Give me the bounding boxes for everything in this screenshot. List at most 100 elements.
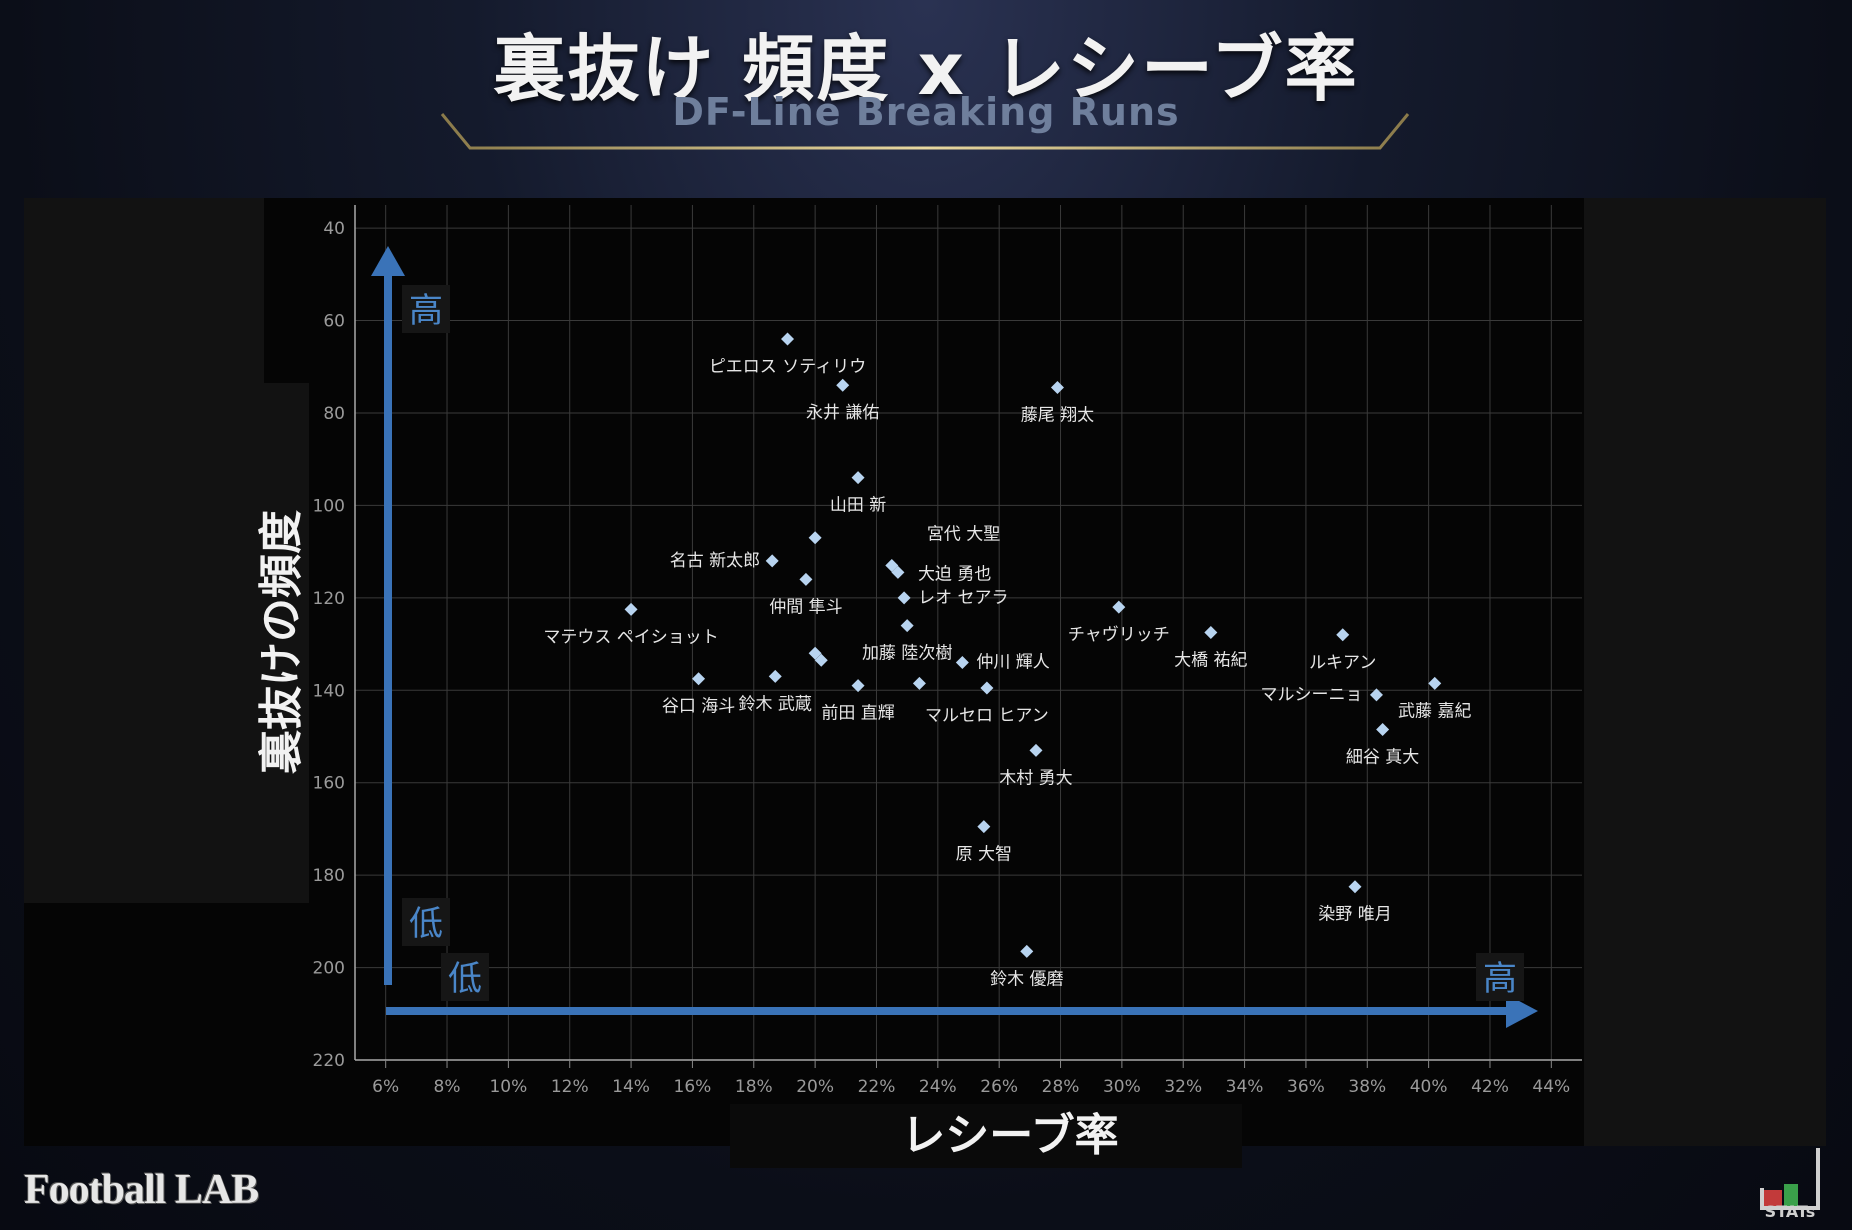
point-label: ピエロス ソティリウ (709, 357, 866, 377)
point-label: 細谷 真大 (1346, 748, 1419, 768)
axis-ticks: 6% 8% 10% 12% 14% 16% 18% 20% 22% 24% 26% 28% 30% 32%… (313, 219, 1571, 1097)
x-low-box (441, 953, 489, 1001)
point-label: マテウス ペイショット (543, 627, 718, 647)
data-point (808, 646, 822, 660)
data-point (814, 653, 828, 667)
axis-labels: レシーブ率 裏抜けの頻度 (256, 510, 1242, 1168)
x-tick-label: 20% (796, 1077, 834, 1097)
data-point (1112, 600, 1126, 614)
data-point (851, 679, 865, 693)
point-label: 前田 直輝 (821, 704, 894, 724)
point-label: 大迫 勇也 (918, 564, 991, 584)
x-high-box (1476, 953, 1524, 1001)
data-point (885, 558, 899, 572)
data-point (1020, 944, 1034, 958)
x-tick-label: 44% (1532, 1077, 1570, 1097)
x-tick-label: 18% (735, 1077, 773, 1097)
data-point (692, 672, 706, 686)
x-axis-label: レシーブ率 (901, 1110, 1118, 1161)
stats-logo-icon (1760, 1148, 1820, 1210)
data-point (1348, 880, 1362, 894)
point-label: ルキアン (1309, 653, 1376, 673)
chart-panel (24, 198, 1826, 1146)
point-label: 山田 新 (830, 496, 886, 516)
point-label: 仲川 輝人 (976, 653, 1049, 673)
x-tick-label: 22% (858, 1077, 896, 1097)
x-tick-label: 32% (1164, 1077, 1202, 1097)
x-tick-label: 6% (372, 1077, 399, 1097)
point-label: 藤尾 翔太 (1021, 406, 1094, 426)
y-arrow-head (371, 246, 405, 276)
data-point (836, 378, 850, 392)
x-tick-label: 10% (489, 1077, 527, 1097)
point-label: 宮代 大聖 (927, 524, 1000, 544)
y-tick-label: 140 (313, 681, 345, 701)
page-title: 裏抜け 頻度 x レシーブ率 (493, 27, 1359, 111)
point-label: 染野 唯月 (1318, 905, 1391, 925)
point-label: 谷口 海斗 (662, 697, 735, 717)
x-low-label: 低 (448, 959, 482, 999)
y-tick-label: 100 (313, 496, 345, 516)
x-tick-label: 42% (1471, 1077, 1509, 1097)
data-point (1204, 626, 1218, 639)
y-tick-label: 180 (313, 866, 345, 886)
point-label: 仲間 隼斗 (769, 597, 842, 617)
data-point (955, 656, 969, 670)
data-point (900, 619, 914, 633)
page-subtitle: DF-Line Breaking Runs (672, 90, 1180, 134)
x-tick-label: 38% (1348, 1077, 1386, 1097)
y-tick-label: 120 (313, 589, 345, 609)
data-point (799, 572, 813, 586)
x-tick-label: 24% (919, 1077, 957, 1097)
data-point (897, 591, 911, 605)
x-tick-label: 28% (1042, 1077, 1080, 1097)
data-point (1428, 676, 1442, 690)
x-tick-label: 30% (1103, 1077, 1141, 1097)
plot-margin-topleft (24, 198, 264, 383)
x-tick-label: 36% (1287, 1077, 1325, 1097)
data-point (768, 669, 782, 683)
data-point (891, 565, 905, 579)
x-tick-label: 34% (1226, 1077, 1264, 1097)
data-point (851, 471, 865, 485)
direction-arrows (371, 246, 1538, 1028)
header: 裏抜け 頻度 x レシーブ率 DF-Line Breaking Runs (0, 0, 1852, 195)
y-high-label: 高 (409, 291, 443, 331)
y-tick-label: 40 (323, 219, 345, 239)
y-low-label: 低 (409, 904, 443, 944)
title-underline (440, 113, 1410, 150)
point-label: 鈴木 優磨 (990, 969, 1063, 989)
data-point (912, 676, 926, 690)
y-tick-label: 220 (313, 1051, 345, 1071)
y-tick-label: 160 (313, 774, 345, 794)
data-point (1369, 688, 1383, 702)
x-high-label: 高 (1483, 959, 1517, 999)
data-point (1336, 628, 1350, 642)
y-tick-label: 80 (323, 404, 345, 424)
x-tick-label: 12% (551, 1077, 589, 1097)
stats-logo-text: STATs (1764, 1202, 1816, 1221)
y-axis-label: 裏抜けの頻度 (256, 510, 307, 774)
x-arrow-head (1506, 994, 1538, 1028)
point-label: 木村 勇大 (999, 768, 1072, 788)
point-label: チャヴリッチ (1068, 625, 1170, 645)
y-tick-label: 200 (313, 959, 345, 979)
point-label: マルセロ ヒアン (925, 706, 1049, 726)
x-axis-label-box (730, 1104, 1242, 1168)
point-label: レオ セアラ (918, 588, 1008, 608)
data-point (980, 681, 994, 695)
data-point (765, 554, 779, 568)
point-label: 武藤 嘉紀 (1398, 701, 1471, 721)
arrow-annotations: 高 低 低 高 (402, 285, 1524, 1001)
point-label: 大橋 祐紀 (1174, 651, 1247, 671)
y-high-box (402, 285, 450, 333)
data-point (624, 602, 638, 616)
data-point (1029, 743, 1043, 757)
point-label: 原 大智 (956, 845, 1012, 865)
y-low-box (402, 898, 450, 946)
y-tick-label: 60 (323, 312, 345, 332)
plot-margin-right (1584, 198, 1826, 1146)
grid (354, 205, 1582, 1061)
